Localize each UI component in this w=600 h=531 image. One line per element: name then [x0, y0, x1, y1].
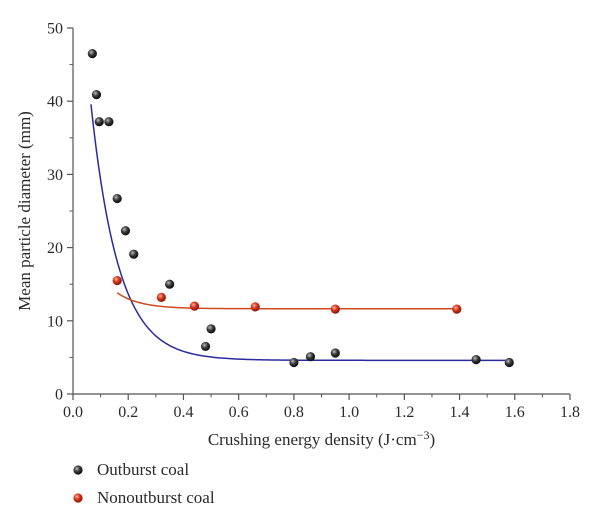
fit-curves-layer [90, 104, 511, 362]
legend-marker-series-0 [73, 465, 83, 475]
y-axis-label: Mean particle diameter (mm) [15, 111, 34, 311]
x-tick-label: 1.2 [394, 404, 414, 421]
y-tick-label: 20 [47, 240, 63, 257]
data-point-series-0 [112, 193, 122, 204]
y-tick-label: 10 [47, 313, 63, 330]
y-tick-label: 30 [47, 167, 63, 184]
data-point-series-0 [504, 357, 514, 368]
y-tick-label: 40 [47, 94, 63, 111]
legend-marker-series-1 [73, 493, 83, 503]
data-point-series-1 [156, 292, 166, 302]
data-point-series-0 [91, 90, 102, 100]
x-axis-label: Crushing energy density (J·cm−3) [208, 428, 435, 449]
data-point-series-1 [330, 304, 340, 314]
data-points-layer [87, 49, 514, 368]
data-point-series-0 [129, 249, 139, 259]
data-point-series-0 [94, 117, 104, 127]
x-tick-label: 0.8 [284, 404, 304, 421]
data-point-series-0 [120, 226, 131, 236]
data-point-series-0 [104, 117, 114, 127]
x-tick-label: 1.4 [450, 404, 470, 421]
x-tick-label: 0.6 [229, 404, 249, 421]
x-tick-label: 1.0 [339, 404, 359, 421]
y-tick-label: 50 [47, 21, 63, 38]
data-point-series-0 [471, 354, 481, 365]
data-point-series-1 [452, 304, 462, 314]
y-tick-label: 0 [55, 387, 63, 404]
axes-layer: 0.0 0.2 0.4 0.6 0.8 1.0 1.2 1.4 1.6 1.8 0 10 20 30 40 5… [15, 21, 580, 450]
data-point-series-0 [165, 279, 175, 289]
data-point-series-1 [112, 275, 122, 286]
data-point-series-0 [330, 348, 340, 358]
data-point-series-1 [250, 302, 260, 312]
x-tick-label: 1.8 [560, 404, 580, 421]
data-point-series-0 [200, 341, 211, 352]
x-tick-label: 1.6 [505, 404, 525, 421]
x-tick-label: 0.2 [118, 404, 138, 421]
fit-curve-series-1 [116, 292, 457, 310]
x-tick-label: 0.0 [63, 404, 83, 421]
legend-label-series-0: Outburst coal [97, 460, 189, 479]
data-point-series-0 [305, 352, 316, 362]
data-point-series-0 [206, 324, 216, 334]
data-point-series-1 [189, 301, 200, 311]
fit-curve-series-0 [90, 104, 511, 362]
data-point-series-0 [289, 357, 299, 368]
legend: Outburst coal Nonoutburst coal [73, 460, 215, 507]
legend-label-series-1: Nonoutburst coal [97, 488, 215, 507]
x-tick-label: 0.4 [173, 404, 193, 421]
data-point-series-0 [87, 49, 97, 59]
